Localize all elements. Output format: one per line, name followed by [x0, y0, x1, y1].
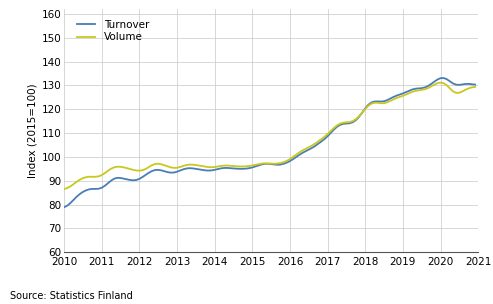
Legend: Turnover, Volume: Turnover, Volume [72, 16, 153, 47]
Turnover [96, 187, 102, 191]
Turnover [111, 177, 117, 181]
Turnover [390, 95, 396, 99]
Turnover [61, 206, 67, 209]
Text: Source: Statistics Finland: Source: Statistics Finland [10, 291, 133, 301]
Volume [438, 81, 444, 85]
Turnover [199, 168, 205, 172]
Volume [394, 96, 400, 100]
Line: Turnover: Turnover [64, 78, 475, 207]
Turnover [187, 166, 193, 170]
Turnover [394, 94, 400, 98]
Turnover [472, 83, 478, 86]
Volume [390, 98, 396, 101]
Volume [199, 164, 205, 168]
Volume [472, 85, 478, 89]
Volume [96, 174, 102, 178]
Volume [187, 163, 193, 166]
Turnover [441, 76, 447, 80]
Line: Volume: Volume [64, 83, 475, 189]
Volume [111, 165, 117, 169]
Volume [61, 187, 67, 191]
Y-axis label: Index (2015=100): Index (2015=100) [28, 83, 37, 178]
